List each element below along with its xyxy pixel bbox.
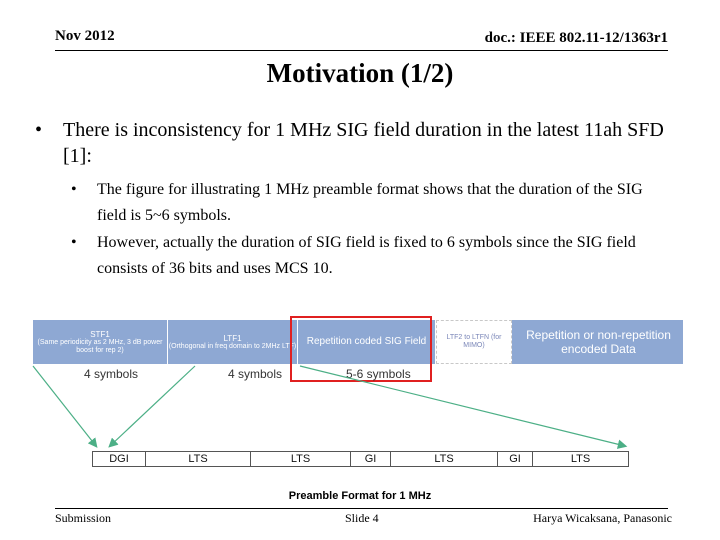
symbol-cell: GI bbox=[498, 452, 533, 466]
data-field: Repetition or non-repetition encoded Dat… bbox=[514, 320, 683, 364]
sub-bullet-2-text: However, actually the duration of SIG fi… bbox=[97, 234, 636, 277]
arrow-left bbox=[32, 365, 98, 448]
stf-desc: (Same periodicity as 2 MHz, 3 dB power b… bbox=[37, 338, 163, 354]
stf-name: STF1 bbox=[90, 329, 110, 339]
symbol-cell: GI bbox=[351, 452, 391, 466]
bullet-main-text: There is inconsistency for 1 MHz SIG fie… bbox=[63, 119, 664, 167]
bullet-dot: • bbox=[35, 119, 43, 141]
symbol-cell: LTS bbox=[391, 452, 498, 466]
ltf-name: LTF1 bbox=[223, 333, 242, 343]
sig-field: Repetition coded SIG Field bbox=[298, 320, 436, 364]
sub-bullet-1: • The figure for illustrating 1 MHz prea… bbox=[71, 177, 671, 229]
preamble-figure: STF1 (Same periodicity as 2 MHz, 3 dB po… bbox=[0, 300, 720, 510]
symbol-cell: LTS bbox=[570, 453, 591, 465]
symbol-cell: LTS bbox=[146, 452, 251, 466]
stf-symbols: 4 symbols bbox=[84, 367, 139, 381]
arrow-right bbox=[299, 365, 628, 449]
footer-left: Submission bbox=[55, 511, 112, 525]
ltf-desc: (Orthogonal in freq domain to 2MHz LTF) bbox=[168, 342, 297, 350]
ltf-field: LTF1 (Orthogonal in freq domain to 2MHz … bbox=[168, 320, 298, 364]
preamble-bar bbox=[33, 320, 683, 364]
bullet-dot: • bbox=[71, 234, 77, 251]
sub-bullet-2: • However, actually the duration of SIG … bbox=[71, 230, 671, 282]
sig-label: Repetition coded SIG Field bbox=[306, 336, 427, 347]
symbol-bar: DGI LTS LTS GI LTS GI LTS bbox=[92, 451, 629, 467]
ltf-symbols: 4 symbols bbox=[228, 367, 283, 381]
footer-rule bbox=[55, 508, 668, 509]
arrow-mid bbox=[108, 365, 196, 448]
ltfn-label: LTF2 to LTFN (for MIMO) bbox=[446, 334, 502, 349]
footer-center: Slide 4 bbox=[345, 511, 379, 525]
sig-symbols: 5-6 symbols bbox=[346, 367, 411, 381]
slide-title: Motivation (1/2) bbox=[266, 58, 454, 88]
data-label: Repetition or non-repetition encoded Dat… bbox=[526, 328, 671, 356]
bullet-main: • There is inconsistency for 1 MHz SIG f… bbox=[35, 117, 675, 169]
header-date: Nov 2012 bbox=[55, 28, 115, 44]
expansion-arrows bbox=[32, 365, 628, 449]
symbol-cell: DGI bbox=[93, 452, 146, 466]
header-doc-id: doc.: IEEE 802.11-12/1363r1 bbox=[484, 30, 668, 46]
footer-right: Harya Wicaksana, Panasonic bbox=[533, 511, 672, 525]
sub-bullet-1-text: The figure for illustrating 1 MHz preamb… bbox=[97, 181, 643, 224]
figure-caption: Preamble Format for 1 MHz bbox=[288, 490, 432, 502]
symbol-cell: LTS bbox=[251, 452, 351, 466]
bullet-dot: • bbox=[71, 181, 77, 198]
ltfn-field: LTF2 to LTFN (for MIMO) bbox=[436, 320, 512, 364]
stf-field: STF1 (Same periodicity as 2 MHz, 3 dB po… bbox=[33, 320, 168, 364]
header-rule bbox=[55, 50, 668, 51]
